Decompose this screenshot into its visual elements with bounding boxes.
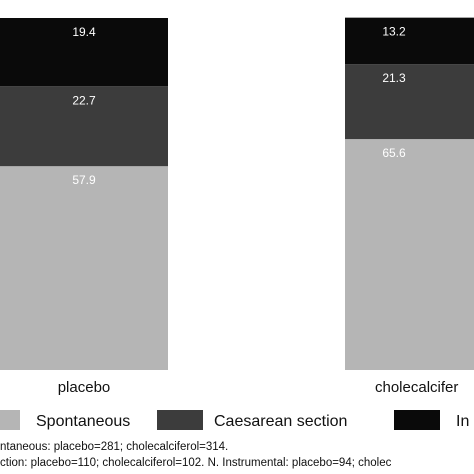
category-label-placebo: placebo [58, 379, 111, 396]
bar-segment-cholecalciferol-caesarean [345, 64, 474, 140]
legend-label-instrumental: In [456, 413, 469, 430]
value-label-placebo-spontaneous: 57.9 [72, 173, 96, 187]
footnote-line-1: ntaneous: placebo=281; cholecalciferol=3… [0, 441, 229, 453]
value-label-cholecalciferol-caesarean: 21.3 [382, 71, 406, 85]
bar-segment-placebo-instrumental [0, 18, 168, 87]
bar-segment-placebo-spontaneous [0, 166, 168, 370]
legend-swatch-spontaneous [0, 410, 20, 430]
bar-segment-cholecalciferol-spontaneous [345, 139, 474, 370]
legend-label-spontaneous: Spontaneous [36, 413, 130, 430]
bars-layer [0, 17, 474, 370]
value-label-placebo-caesarean: 22.7 [72, 93, 96, 107]
value-label-cholecalciferol-spontaneous: 65.6 [382, 146, 406, 160]
legend-label-caesarean: Caesarean section [214, 413, 347, 430]
segment-labels-layer: 57.9 22.7 19.4 65.6 21.3 13.2 [72, 25, 406, 188]
legend: Spontaneous Caesarean section In [0, 410, 469, 430]
legend-swatch-caesarean [157, 410, 203, 430]
value-label-cholecalciferol-instrumental: 13.2 [382, 25, 406, 39]
category-label-cholecalciferol: cholecalcifer [375, 379, 458, 396]
value-label-placebo-instrumental: 19.4 [72, 25, 96, 39]
bar-segment-placebo-caesarean [0, 86, 168, 167]
legend-swatch-instrumental [394, 410, 440, 430]
bar-segment-cholecalciferol-instrumental [345, 17, 474, 65]
footnote-line-2: ction: placebo=110; cholecalciferol=102.… [0, 457, 392, 469]
